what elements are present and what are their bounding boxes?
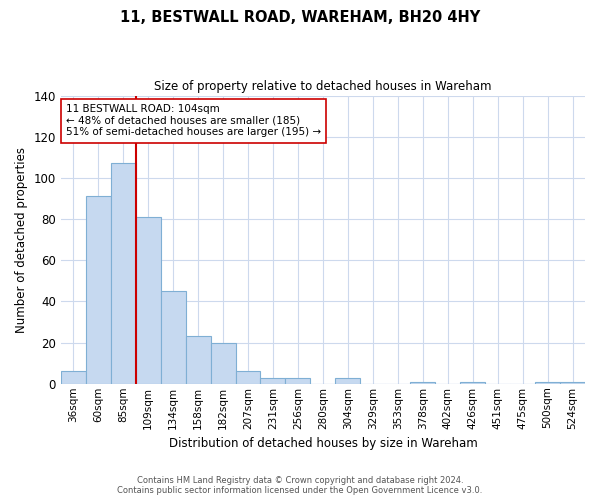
Bar [185, 336, 211, 384]
Bar [161, 291, 185, 384]
Bar [460, 382, 485, 384]
Text: Contains HM Land Registry data © Crown copyright and database right 2024.
Contai: Contains HM Land Registry data © Crown c… [118, 476, 482, 495]
Bar [236, 372, 260, 384]
Title: Size of property relative to detached houses in Wareham: Size of property relative to detached ho… [154, 80, 491, 93]
Bar [61, 372, 86, 384]
Text: 11 BESTWALL ROAD: 104sqm
← 48% of detached houses are smaller (185)
51% of semi-: 11 BESTWALL ROAD: 104sqm ← 48% of detach… [66, 104, 321, 138]
Bar [335, 378, 361, 384]
Bar [535, 382, 560, 384]
Bar [136, 217, 161, 384]
Text: 11, BESTWALL ROAD, WAREHAM, BH20 4HY: 11, BESTWALL ROAD, WAREHAM, BH20 4HY [120, 10, 480, 25]
Bar [286, 378, 310, 384]
Bar [260, 378, 286, 384]
Bar [560, 382, 585, 384]
Bar [410, 382, 435, 384]
X-axis label: Distribution of detached houses by size in Wareham: Distribution of detached houses by size … [169, 437, 477, 450]
Bar [111, 164, 136, 384]
Y-axis label: Number of detached properties: Number of detached properties [15, 146, 28, 332]
Bar [86, 196, 111, 384]
Bar [211, 342, 236, 384]
